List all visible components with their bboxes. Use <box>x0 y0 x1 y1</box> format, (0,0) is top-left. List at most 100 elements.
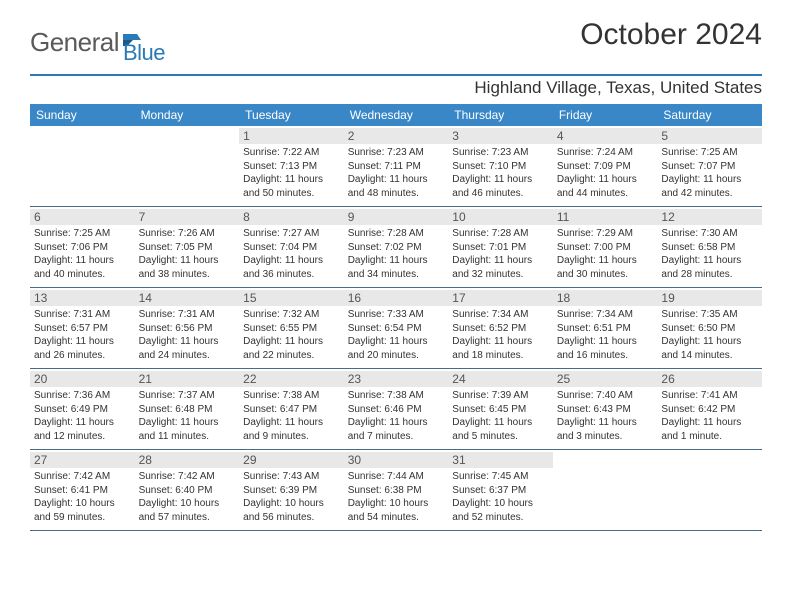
sunset-text: Sunset: 6:47 PM <box>243 403 340 417</box>
sunrise-text: Sunrise: 7:31 AM <box>34 308 131 322</box>
sunset-text: Sunset: 7:05 PM <box>139 241 236 255</box>
day-cell: 7Sunrise: 7:26 AMSunset: 7:05 PMDaylight… <box>135 207 240 287</box>
sunset-text: Sunset: 7:04 PM <box>243 241 340 255</box>
day-number: 17 <box>448 290 553 306</box>
daylight-text: Daylight: 11 hours and 18 minutes. <box>452 335 549 362</box>
day-info: Sunrise: 7:23 AMSunset: 7:10 PMDaylight:… <box>452 146 549 200</box>
sunset-text: Sunset: 6:56 PM <box>139 322 236 336</box>
day-number: 5 <box>657 128 762 144</box>
day-number: 28 <box>135 452 240 468</box>
day-number: 6 <box>30 209 135 225</box>
day-info: Sunrise: 7:28 AMSunset: 7:02 PMDaylight:… <box>348 227 445 281</box>
sunrise-text: Sunrise: 7:40 AM <box>557 389 654 403</box>
daylight-text: Daylight: 10 hours and 56 minutes. <box>243 497 340 524</box>
day-info: Sunrise: 7:36 AMSunset: 6:49 PMDaylight:… <box>34 389 131 443</box>
daylight-text: Daylight: 11 hours and 44 minutes. <box>557 173 654 200</box>
sunrise-text: Sunrise: 7:38 AM <box>243 389 340 403</box>
sunset-text: Sunset: 7:11 PM <box>348 160 445 174</box>
logo: General Blue <box>30 18 165 66</box>
day-cell: . <box>553 450 658 530</box>
day-cell: 8 Sunrise: 7:27 AMSunset: 7:04 PMDaylight… <box>239 207 344 287</box>
sunrise-text: Sunrise: 7:42 AM <box>34 470 131 484</box>
day-number: 9 <box>344 209 449 225</box>
day-number: 24 <box>448 371 553 387</box>
day-number: 7 <box>135 209 240 225</box>
day-info: Sunrise: 7:33 AMSunset: 6:54 PMDaylight:… <box>348 308 445 362</box>
day-info: Sunrise: 7:38 AMSunset: 6:46 PMDaylight:… <box>348 389 445 443</box>
sunrise-text: Sunrise: 7:45 AM <box>452 470 549 484</box>
day-cell: 3Sunrise: 7:23 AMSunset: 7:10 PMDaylight… <box>448 126 553 206</box>
sunrise-text: Sunrise: 7:34 AM <box>557 308 654 322</box>
sunrise-text: Sunrise: 7:25 AM <box>34 227 131 241</box>
day-info: Sunrise: 7:27 AMSunset: 7:04 PMDaylight:… <box>243 227 340 281</box>
weekday-header: Tuesday <box>239 104 344 126</box>
day-info: Sunrise: 7:23 AMSunset: 7:11 PMDaylight:… <box>348 146 445 200</box>
daylight-text: Daylight: 11 hours and 14 minutes. <box>661 335 758 362</box>
sunrise-text: Sunrise: 7:22 AM <box>243 146 340 160</box>
logo-text-blue: Blue <box>123 40 165 66</box>
day-number: 30 <box>344 452 449 468</box>
sunrise-text: Sunrise: 7:28 AM <box>452 227 549 241</box>
day-info: Sunrise: 7:34 AMSunset: 6:52 PMDaylight:… <box>452 308 549 362</box>
day-info: Sunrise: 7:39 AMSunset: 6:45 PMDaylight:… <box>452 389 549 443</box>
day-cell: 29Sunrise: 7:43 AMSunset: 6:39 PMDayligh… <box>239 450 344 530</box>
sunrise-text: Sunrise: 7:34 AM <box>452 308 549 322</box>
sunrise-text: Sunrise: 7:28 AM <box>348 227 445 241</box>
day-info: Sunrise: 7:32 AMSunset: 6:55 PMDaylight:… <box>243 308 340 362</box>
sunset-text: Sunset: 6:49 PM <box>34 403 131 417</box>
week-row: 6Sunrise: 7:25 AMSunset: 7:06 PMDaylight… <box>30 207 762 288</box>
sunrise-text: Sunrise: 7:25 AM <box>661 146 758 160</box>
daylight-text: Daylight: 11 hours and 26 minutes. <box>34 335 131 362</box>
day-info: Sunrise: 7:28 AMSunset: 7:01 PMDaylight:… <box>452 227 549 281</box>
day-number: 20 <box>30 371 135 387</box>
day-info: Sunrise: 7:42 AMSunset: 6:41 PMDaylight:… <box>34 470 131 524</box>
sunset-text: Sunset: 6:37 PM <box>452 484 549 498</box>
daylight-text: Daylight: 11 hours and 16 minutes. <box>557 335 654 362</box>
sunrise-text: Sunrise: 7:42 AM <box>139 470 236 484</box>
day-cell: 10Sunrise: 7:28 AMSunset: 7:01 PMDayligh… <box>448 207 553 287</box>
daylight-text: Daylight: 11 hours and 9 minutes. <box>243 416 340 443</box>
day-cell: 9 Sunrise: 7:28 AMSunset: 7:02 PMDaylight… <box>344 207 449 287</box>
day-number: 18 <box>553 290 658 306</box>
day-cell: 25Sunrise: 7:40 AMSunset: 6:43 PMDayligh… <box>553 369 658 449</box>
sunset-text: Sunset: 7:00 PM <box>557 241 654 255</box>
day-cell: 28Sunrise: 7:42 AMSunset: 6:40 PMDayligh… <box>135 450 240 530</box>
day-number: 19 <box>657 290 762 306</box>
sunrise-text: Sunrise: 7:32 AM <box>243 308 340 322</box>
week-row: 27Sunrise: 7:42 AMSunset: 6:41 PMDayligh… <box>30 450 762 531</box>
day-cell: 19Sunrise: 7:35 AMSunset: 6:50 PMDayligh… <box>657 288 762 368</box>
weekday-header: Wednesday <box>344 104 449 126</box>
sunset-text: Sunset: 6:57 PM <box>34 322 131 336</box>
day-number: 29 <box>239 452 344 468</box>
day-number: 13 <box>30 290 135 306</box>
sunset-text: Sunset: 6:54 PM <box>348 322 445 336</box>
daylight-text: Daylight: 11 hours and 38 minutes. <box>139 254 236 281</box>
day-cell: 27Sunrise: 7:42 AMSunset: 6:41 PMDayligh… <box>30 450 135 530</box>
day-info: Sunrise: 7:31 AMSunset: 6:57 PMDaylight:… <box>34 308 131 362</box>
weekday-header: Sunday <box>30 104 135 126</box>
day-info: Sunrise: 7:29 AMSunset: 7:00 PMDaylight:… <box>557 227 654 281</box>
daylight-text: Daylight: 11 hours and 20 minutes. <box>348 335 445 362</box>
day-cell: . <box>30 126 135 206</box>
daylight-text: Daylight: 11 hours and 50 minutes. <box>243 173 340 200</box>
day-info: Sunrise: 7:37 AMSunset: 6:48 PMDaylight:… <box>139 389 236 443</box>
day-number: 26 <box>657 371 762 387</box>
daylight-text: Daylight: 11 hours and 48 minutes. <box>348 173 445 200</box>
weekday-header: Thursday <box>448 104 553 126</box>
title-block: October 2024 <box>580 18 762 52</box>
weekday-header: Monday <box>135 104 240 126</box>
day-info: Sunrise: 7:40 AMSunset: 6:43 PMDaylight:… <box>557 389 654 443</box>
day-info: Sunrise: 7:24 AMSunset: 7:09 PMDaylight:… <box>557 146 654 200</box>
day-cell: 20 Sunrise: 7:36 AMSunset: 6:49 PMDayligh… <box>30 369 135 449</box>
day-cell: 5Sunrise: 7:25 AMSunset: 7:07 PMDaylight… <box>657 126 762 206</box>
sunrise-text: Sunrise: 7:36 AM <box>34 389 131 403</box>
sunset-text: Sunset: 6:39 PM <box>243 484 340 498</box>
day-number: 22 <box>239 371 344 387</box>
week-row: 13Sunrise: 7:31 AMSunset: 6:57 PMDayligh… <box>30 288 762 369</box>
day-info: Sunrise: 7:45 AMSunset: 6:37 PMDaylight:… <box>452 470 549 524</box>
daylight-text: Daylight: 11 hours and 36 minutes. <box>243 254 340 281</box>
sunrise-text: Sunrise: 7:44 AM <box>348 470 445 484</box>
day-number: 8 <box>239 209 344 225</box>
day-info: Sunrise: 7:22 AMSunset: 7:13 PMDaylight:… <box>243 146 340 200</box>
day-number: 23 <box>344 371 449 387</box>
